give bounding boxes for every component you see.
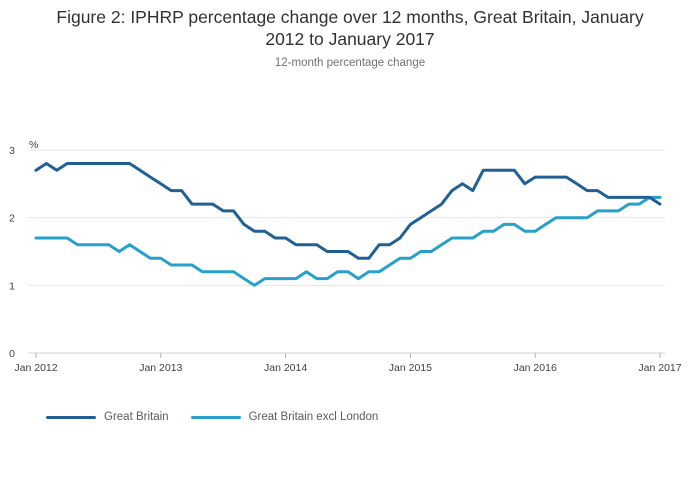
- x-tick-label: Jan 2016: [514, 362, 557, 374]
- series-line-great-britain-excl-london: [34, 195, 662, 287]
- axes: 0 1 2 3 % Jan 2012 Jan 2013 Jan 2014 Jan 2015 Jan…: [9, 139, 682, 374]
- line-chart: 0 1 2 3 % Jan 2012 Jan 2013 Jan 2014 Jan 2015 Jan…: [9, 139, 682, 374]
- legend-label: Great Britain: [104, 411, 169, 423]
- legend-label: Great Britain excl London: [248, 411, 379, 423]
- x-tick-label: Jan 2012: [14, 362, 57, 374]
- y-axis-label: %: [29, 139, 38, 151]
- x-tick-label: Jan 2014: [264, 362, 307, 374]
- x-tick-label: Jan 2017: [638, 362, 681, 374]
- y-tick-label: 1: [9, 280, 15, 292]
- y-tick-label: 0: [9, 348, 15, 360]
- legend-swatch: [46, 415, 96, 419]
- x-tick-label: Jan 2013: [139, 362, 182, 374]
- legend-item-great-britain-excl-london[interactable]: Great Britain excl London: [190, 411, 379, 423]
- x-tick-label: Jan 2015: [389, 362, 432, 374]
- chart-title-line-1: Figure 2: IPHRP percentage change over 1…: [56, 7, 644, 27]
- legend: Great Britain Great Britain excl London: [46, 409, 400, 425]
- y-tick-label: 2: [9, 213, 15, 225]
- legend-swatch: [190, 415, 241, 419]
- series-lines: [34, 162, 662, 287]
- legend-item-great-britain[interactable]: Great Britain: [46, 411, 169, 423]
- chart-subtitle: 12-month percentage change: [274, 57, 426, 69]
- y-tick-label: 3: [9, 145, 15, 157]
- chart-title: Figure 2: IPHRP percentage change over 1…: [0, 6, 700, 50]
- chart-title-line-2: 2012 to January 2017: [265, 29, 435, 49]
- series-line-great-britain: [34, 162, 662, 260]
